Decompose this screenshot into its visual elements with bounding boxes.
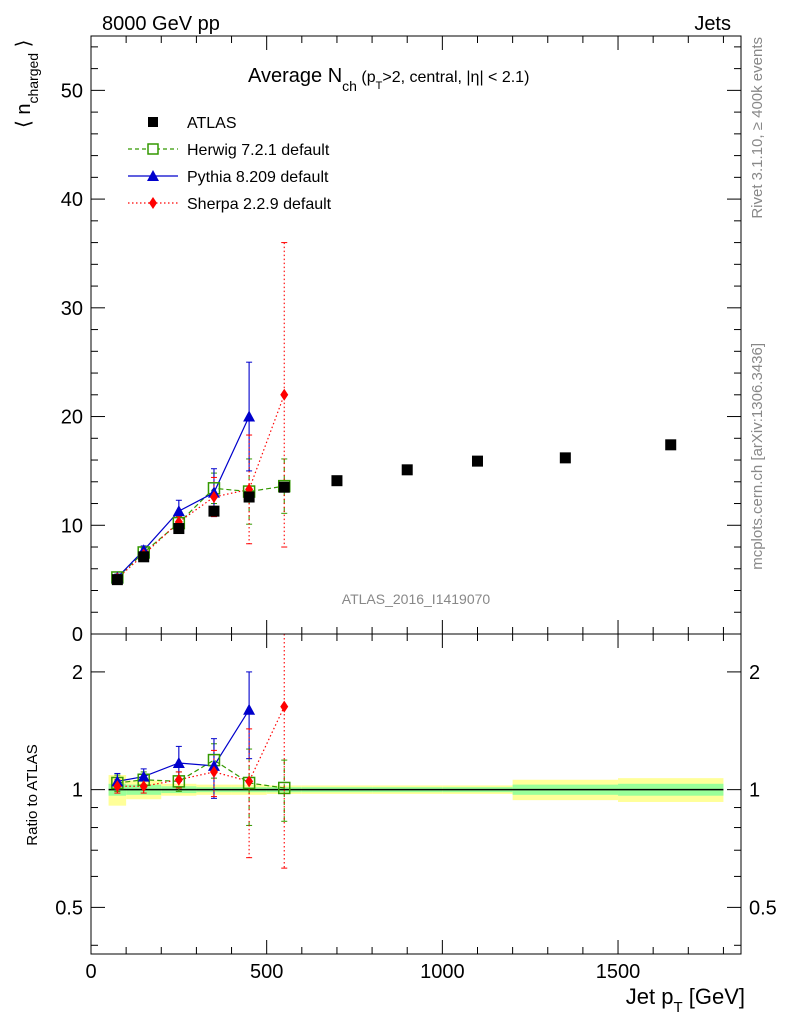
main-atlas-point-5 xyxy=(278,481,290,493)
main-atlas-point-10 xyxy=(665,439,677,451)
main-sherpa-line xyxy=(116,394,285,579)
main-data-layer xyxy=(111,242,677,586)
main-ytick-label-20: 20 xyxy=(61,407,83,429)
ratio-pythia-point-2 xyxy=(172,756,185,768)
ratio-sherpa-point-4 xyxy=(245,775,254,788)
ratio-sherpa-line xyxy=(117,706,285,787)
main-sherpa-point-3 xyxy=(209,491,218,504)
ylabel-close: ⟩ xyxy=(13,40,35,53)
main-title: Average Nch (pT>2, central, |η| < 2.1) xyxy=(248,65,529,94)
header-right: Jets xyxy=(694,13,731,35)
xtick-label-500: 500 xyxy=(250,961,283,983)
main-atlas-point-2 xyxy=(173,523,185,535)
main-pythia-line xyxy=(116,416,250,578)
xlabel-sub: T xyxy=(673,999,682,1016)
main-ytick-label-50: 50 xyxy=(61,80,83,102)
main-atlas-point-9 xyxy=(559,452,571,464)
main-ytick-label-0: 0 xyxy=(72,624,83,646)
ratio-ytick-label-0.5: 0.5 xyxy=(55,897,83,919)
header-left: 8000 GeV pp xyxy=(102,13,220,35)
ratio-sherpa-point-0 xyxy=(113,780,122,793)
main-atlas-point-3 xyxy=(208,505,220,517)
legend-item-pythia: Pythia 8.209 default xyxy=(128,169,329,186)
main-atlas-point-0 xyxy=(111,574,123,586)
legend-label-herwig: Herwig 7.2.1 default xyxy=(187,142,330,159)
ratio-pythia-point-4 xyxy=(243,703,256,715)
legend-marker-herwig xyxy=(147,143,159,155)
ratio-ytick-label-2: 2 xyxy=(72,662,83,684)
ratio-ytick-label-right-0.5: 0.5 xyxy=(749,897,777,919)
ratio-ylabel: Ratio to ATLAS xyxy=(24,744,41,845)
main-panel: 0 10 20 30 40 50 Average Nch (pT>2, central, … xyxy=(13,35,742,646)
xlabel-main: Jet p xyxy=(626,984,674,1009)
ratio-sherpa-point-3 xyxy=(209,765,218,778)
ylabel-main: ⟨ n xyxy=(13,104,35,128)
legend-label-atlas: ATLAS xyxy=(187,115,237,132)
ratio-sherpa-point-1 xyxy=(139,780,148,793)
main-atlas-point-6 xyxy=(331,475,343,487)
main-atlas-point-8 xyxy=(471,455,483,467)
main-ytick-label-30: 30 xyxy=(61,298,83,320)
legend-label-pythia: Pythia 8.209 default xyxy=(187,169,329,186)
xlabel-rest: [GeV] xyxy=(683,984,745,1009)
main-ytick-label-10: 10 xyxy=(61,515,83,537)
rivet-label: Rivet 3.1.10, ≥ 400k events xyxy=(749,37,766,219)
main-pythia-point-2 xyxy=(172,505,185,517)
ratio-frame xyxy=(90,633,742,955)
ratio-herwig-point-5 xyxy=(277,781,291,795)
ratio-sherpa-point-5 xyxy=(280,700,289,713)
main-sherpa-point-5 xyxy=(280,388,289,401)
main-ylabel: ⟨ ncharged ⟩ xyxy=(13,40,41,128)
ylabel-sub: charged xyxy=(25,53,41,104)
title-mid: (p xyxy=(357,69,376,86)
ratio-data-layer xyxy=(108,633,724,869)
legend-label-sherpa: Sherpa 2.2.9 default xyxy=(187,196,332,213)
legend-marker-sherpa xyxy=(149,197,157,209)
xtick-label-1000: 1000 xyxy=(420,961,465,983)
ratio-sherpa-point-2 xyxy=(174,773,183,786)
x-axis-label: Jet pT [GeV] xyxy=(626,984,745,1016)
xtick-label-1500: 1500 xyxy=(596,961,641,983)
ratio-pythia-point-1 xyxy=(137,770,150,782)
main-pythia-point-4 xyxy=(243,410,256,422)
main-atlas-point-1 xyxy=(138,551,150,563)
title-sub-ch: ch xyxy=(342,78,357,94)
ratio-ytick-label-1: 1 xyxy=(72,780,83,802)
main-ytick-label-40: 40 xyxy=(61,189,83,211)
main-axis-ticks: 0 10 20 30 40 50 xyxy=(61,36,741,646)
legend-marker-pythia xyxy=(147,170,159,181)
mcplots-label: mcplots.cern.ch [arXiv:1306.3436] xyxy=(749,343,766,570)
analysis-label: ATLAS_2016_I1419070 xyxy=(342,591,491,607)
ratio-pythia-point-3 xyxy=(207,759,220,771)
legend: ATLAS Herwig 7.2.1 default Pythia 8.209 … xyxy=(128,115,332,213)
xtick-label-0: 0 xyxy=(85,961,96,983)
legend-item-sherpa: Sherpa 2.2.9 default xyxy=(128,196,332,213)
main-atlas-point-7 xyxy=(401,464,413,476)
ratio-ytick-label-right-1: 1 xyxy=(749,780,760,802)
ratio-axis-ticks: 0.5 0.5 1 1 2 2 0 500 1000 1500 xyxy=(55,634,777,983)
legend-marker-atlas xyxy=(148,117,158,127)
title-prefix: Average N xyxy=(248,65,342,87)
legend-item-herwig: Herwig 7.2.1 default xyxy=(128,142,330,159)
main-atlas-point-4 xyxy=(243,491,255,503)
ratio-ytick-label-right-2: 2 xyxy=(749,662,760,684)
ratio-herwig-line xyxy=(117,759,285,789)
title-sub-t: T xyxy=(376,80,383,92)
legend-item-atlas: ATLAS xyxy=(148,115,237,132)
title-rest: >2, central, |η| < 2.1) xyxy=(382,69,529,86)
ratio-panel: 0.5 0.5 1 1 2 2 0 500 1000 1500 Ratio to ATLAS Je… xyxy=(24,633,777,1016)
